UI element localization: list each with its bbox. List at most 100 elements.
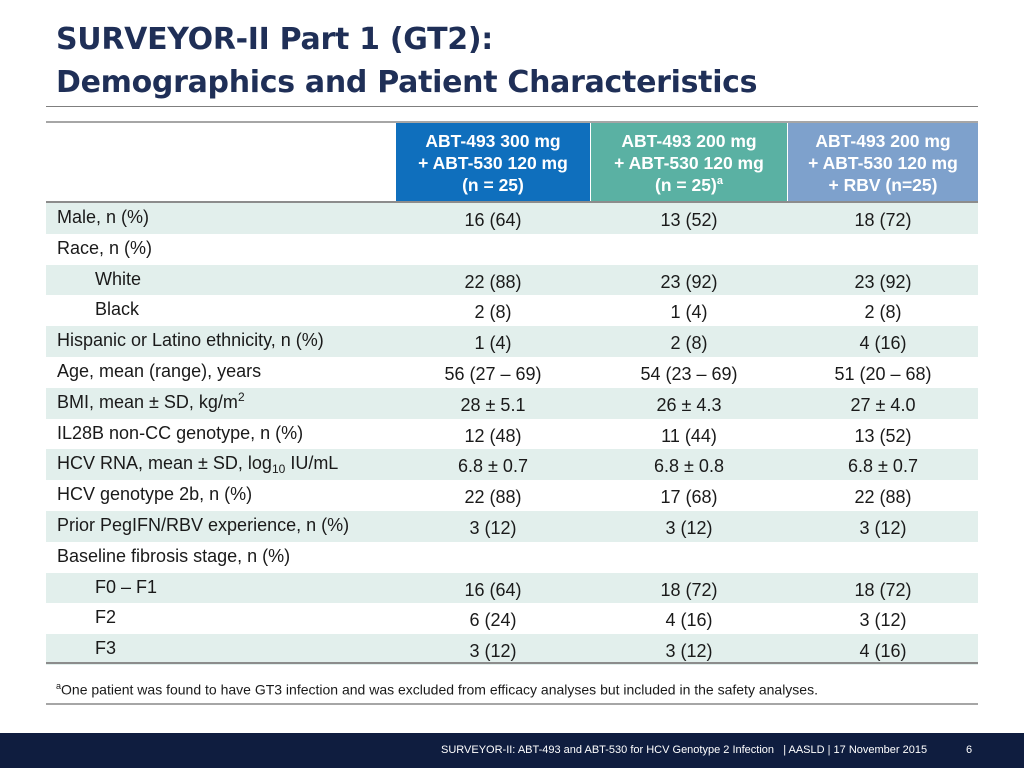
cell-value: 6 (24) bbox=[469, 610, 517, 631]
title-divider bbox=[46, 106, 978, 107]
cell-value: 26 ± 4.3 bbox=[656, 394, 722, 415]
table-row-white: White 22 (88) 23 (92) 23 (92) bbox=[46, 264, 978, 296]
row-label: IL28B non-CC genotype, n (%) bbox=[57, 422, 304, 443]
row-label: F3 bbox=[95, 638, 117, 659]
cell-value: 28 ± 5.1 bbox=[460, 394, 526, 415]
row-label: BMI, mean ± SD, kg/m2 bbox=[57, 390, 245, 416]
row-label-text: HCV RNA, mean ± SD, log bbox=[57, 453, 272, 474]
footnote-marker: a bbox=[56, 681, 62, 691]
row-label: F2 bbox=[95, 607, 117, 628]
cell-value: 16 (64) bbox=[464, 210, 522, 230]
table-row-prior-pegifn: Prior PegIFN/RBV experience, n (%) 3 (12… bbox=[46, 510, 978, 542]
footnote: aOne patient was found to have GT3 infec… bbox=[56, 677, 818, 699]
table-row-race: Race, n (%) bbox=[46, 234, 978, 265]
cell-value: 3 (12) bbox=[469, 517, 517, 538]
cell-value: 3 (12) bbox=[665, 641, 713, 662]
row-label-text: IU/mL bbox=[285, 453, 339, 474]
table-row-f2: F2 6 (24) 4 (16) 3 (12) bbox=[46, 603, 978, 634]
table-row-f0-f1: F0 – F1 16 (64) 18 (72) 18 (72) bbox=[46, 572, 978, 604]
table-row-hcv-rna: HCV RNA, mean ± SD, log10 IU/mL 6.8 ± 0.… bbox=[46, 449, 978, 481]
slide-title-line-2: Demographics and Patient Characteristics bbox=[56, 65, 758, 100]
column-header-line: ABT-493 200 mg bbox=[621, 131, 757, 151]
cell-value: 18 (72) bbox=[854, 210, 912, 230]
cell-value: 2 (8) bbox=[474, 302, 512, 323]
cell-value: 22 (88) bbox=[464, 487, 522, 508]
column-header-n: + RBV (n=25) bbox=[828, 175, 938, 195]
table-row-male: Male, n (%) 16 (64) 13 (52) 18 (72) bbox=[46, 203, 978, 234]
cell-value: 27 ± 4.0 bbox=[850, 394, 916, 415]
row-label: Race, n (%) bbox=[57, 237, 153, 258]
column-header-abt493-300: ABT-493 300 mg + ABT-530 120 mg (n = 25) bbox=[396, 123, 590, 201]
cell-value: 17 (68) bbox=[660, 487, 718, 508]
footer-citation: SURVEYOR-II: ABT-493 and ABT-530 for HCV… bbox=[441, 744, 928, 756]
cell-value: 18 (72) bbox=[854, 579, 912, 600]
cell-value: 13 (52) bbox=[660, 210, 718, 230]
table-bottom-rule bbox=[46, 662, 978, 664]
table-body: Male, n (%) 16 (64) 13 (52) 18 (72) Race… bbox=[46, 203, 978, 665]
cell-value: 23 (92) bbox=[854, 271, 912, 292]
cell-value: 18 (72) bbox=[660, 579, 718, 600]
row-label: HCV RNA, mean ± SD, log10 IU/mL bbox=[57, 451, 338, 477]
column-header-line: + ABT-530 120 mg bbox=[614, 153, 764, 173]
slide-title: SURVEYOR-II Part 1 (GT2): Demographics a… bbox=[56, 18, 986, 104]
cell-value: 1 (4) bbox=[670, 302, 708, 323]
row-label: Baseline fibrosis stage, n (%) bbox=[57, 545, 291, 566]
column-header-n: (n = 25) bbox=[462, 175, 524, 195]
cell-value: 54 (23 – 69) bbox=[640, 363, 738, 384]
cell-value: 2 (8) bbox=[864, 302, 902, 323]
footnote-marker: a bbox=[716, 175, 723, 188]
table-row-il28b: IL28B non-CC genotype, n (%) 12 (48) 11 … bbox=[46, 419, 978, 450]
row-label-text: BMI, mean ± SD, kg/m bbox=[57, 391, 238, 412]
table-row-black: Black 2 (8) 1 (4) 2 (8) bbox=[46, 295, 978, 326]
cell-value: 4 (16) bbox=[859, 333, 907, 354]
cell-value: 56 (27 – 69) bbox=[444, 363, 542, 384]
column-header-line: (n = 25)a bbox=[591, 174, 787, 196]
table-row-f3: F3 3 (12) 3 (12) 4 (16) bbox=[46, 634, 978, 665]
column-header-abt493-200-rbv: ABT-493 200 mg + ABT-530 120 mg + RBV (n… bbox=[788, 123, 978, 201]
table-top-rule bbox=[46, 121, 978, 123]
row-label: White bbox=[95, 268, 142, 289]
cell-value: 1 (4) bbox=[474, 333, 512, 354]
column-header-line: ABT-493 300 mg bbox=[425, 131, 561, 151]
cell-value: 2 (8) bbox=[670, 333, 708, 354]
cell-value: 3 (12) bbox=[859, 517, 907, 538]
cell-value: 3 (12) bbox=[469, 641, 517, 662]
row-label: F0 – F1 bbox=[95, 576, 158, 597]
header-divider bbox=[46, 201, 978, 203]
row-label: Age, mean (range), years bbox=[57, 360, 262, 381]
column-header-line: + ABT-530 120 mg bbox=[418, 153, 568, 173]
slide-title-line-1: SURVEYOR-II Part 1 (GT2): bbox=[56, 22, 493, 57]
row-label: Hispanic or Latino ethnicity, n (%) bbox=[57, 330, 324, 351]
cell-value: 13 (52) bbox=[854, 425, 912, 446]
cell-value: 16 (64) bbox=[464, 579, 522, 600]
cell-value: 22 (88) bbox=[854, 487, 912, 508]
cell-value: 12 (48) bbox=[464, 425, 522, 446]
column-header-line: (n = 25) bbox=[396, 174, 590, 196]
cell-value: 6.8 ± 0.8 bbox=[654, 456, 724, 477]
cell-value: 4 (16) bbox=[859, 641, 907, 662]
footnote-divider bbox=[46, 703, 978, 705]
footnote-text: One patient was found to have GT3 infect… bbox=[61, 681, 818, 698]
cell-value: 3 (12) bbox=[665, 517, 713, 538]
row-label: Prior PegIFN/RBV experience, n (%) bbox=[57, 514, 350, 535]
cell-value: 4 (16) bbox=[665, 610, 713, 631]
cell-value: 22 (88) bbox=[464, 271, 522, 292]
table-row-age: Age, mean (range), years 56 (27 – 69) 54… bbox=[46, 357, 978, 388]
column-header-line: + RBV (n=25) bbox=[788, 174, 978, 196]
slide-footer: SURVEYOR-II: ABT-493 and ABT-530 for HCV… bbox=[0, 733, 1024, 768]
row-label: HCV genotype 2b, n (%) bbox=[57, 484, 253, 505]
table-row-bmi: BMI, mean ± SD, kg/m2 28 ± 5.1 26 ± 4.3 … bbox=[46, 387, 978, 419]
table-row-genotype-2b: HCV genotype 2b, n (%) 22 (88) 17 (68) 2… bbox=[46, 480, 978, 511]
subscript: 10 bbox=[271, 462, 286, 477]
cell-value: 11 (44) bbox=[661, 425, 717, 446]
column-header-n: (n = 25) bbox=[655, 175, 717, 195]
column-header-line: ABT-493 200 mg bbox=[815, 131, 951, 151]
cell-value: 6.8 ± 0.7 bbox=[848, 456, 918, 477]
column-header-abt493-200: ABT-493 200 mg + ABT-530 120 mg (n = 25)… bbox=[591, 123, 787, 201]
cell-value: 23 (92) bbox=[660, 271, 718, 292]
cell-value: 3 (12) bbox=[859, 610, 907, 631]
row-label: Male, n (%) bbox=[57, 207, 150, 227]
cell-value: 6.8 ± 0.7 bbox=[458, 456, 528, 477]
table-row-hispanic: Hispanic or Latino ethnicity, n (%) 1 (4… bbox=[46, 326, 978, 357]
column-header-line: + ABT-530 120 mg bbox=[808, 153, 958, 173]
